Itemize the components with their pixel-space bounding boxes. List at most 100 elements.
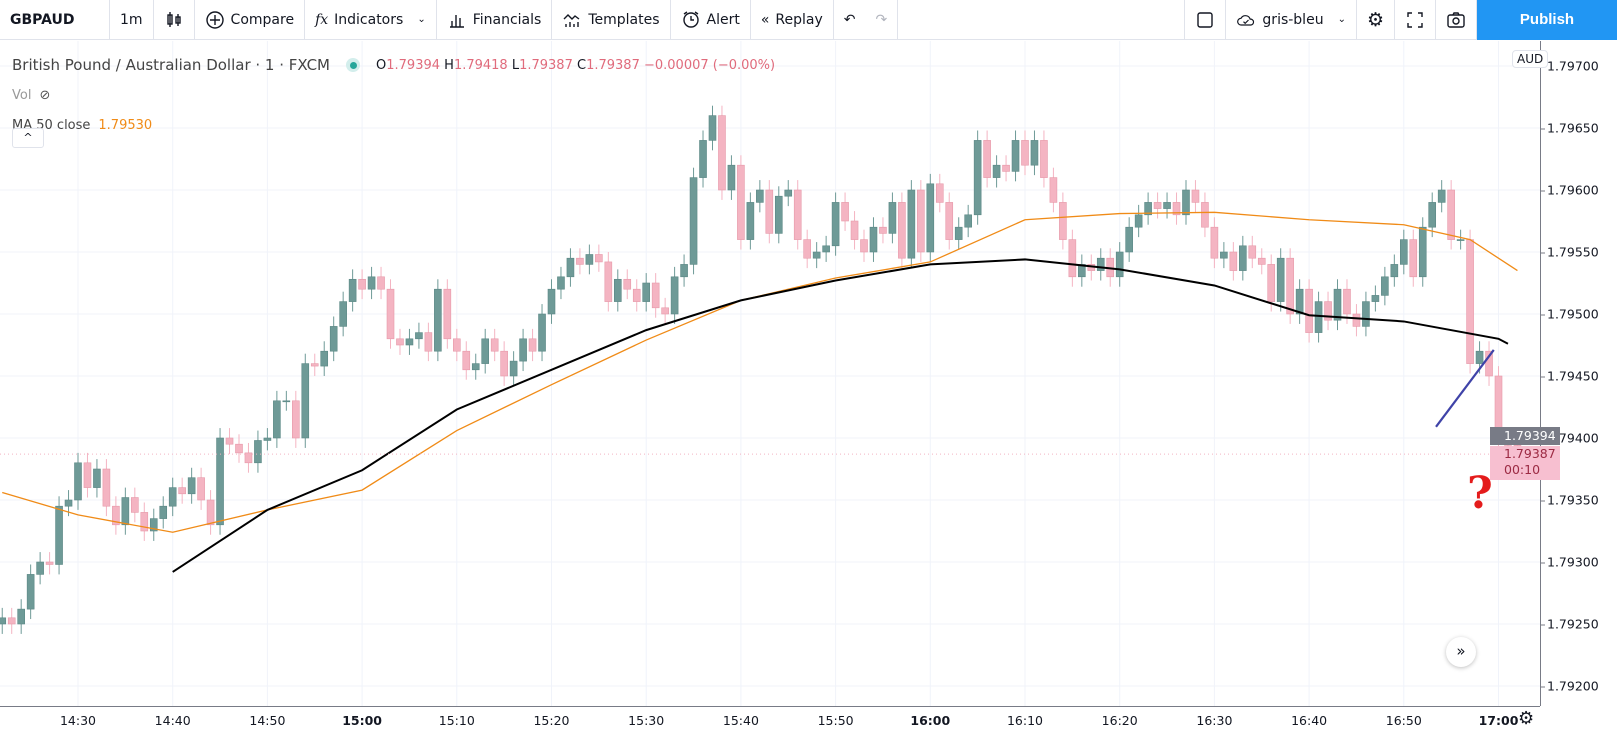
redo-button[interactable]: ↷ (866, 0, 899, 40)
candle (36, 552, 44, 585)
candle (1134, 204, 1143, 238)
symbol-search-button[interactable]: GBPAUD (0, 0, 110, 40)
layout-button[interactable]: gris-bleu ⌄ (1226, 0, 1357, 40)
candle-body (945, 202, 954, 240)
interval-button[interactable]: 1m (110, 0, 154, 40)
price-axis[interactable]: 1.79700 1.79650 1.79600 1.79550 1.79500 1.794… (1540, 41, 1617, 706)
candle (841, 192, 849, 231)
candle-body (131, 497, 139, 513)
candle-body (244, 452, 253, 464)
candle (1324, 291, 1332, 331)
candle-body (1163, 202, 1171, 209)
candle (292, 390, 300, 448)
candle-body (1153, 202, 1162, 209)
undo-button[interactable]: ↶ (843, 11, 856, 28)
scroll-to-realtime-button[interactable]: » (1446, 637, 1476, 667)
candle (566, 248, 575, 287)
candle-body (604, 261, 613, 302)
price-chart[interactable] (0, 41, 1540, 706)
candle (547, 279, 556, 324)
candle-body (1125, 226, 1133, 253)
candle (358, 269, 366, 300)
candle (576, 248, 584, 275)
candle (424, 322, 433, 362)
candle (1115, 242, 1124, 287)
candle-body (140, 512, 149, 532)
candle-body (55, 505, 63, 565)
candle-body (93, 468, 101, 488)
candle-body (1390, 264, 1399, 278)
candle (869, 217, 878, 262)
time-tick-label: 14:30 (59, 713, 97, 728)
currency-badge[interactable]: AUD (1512, 50, 1549, 68)
candle (301, 353, 310, 448)
candle (500, 341, 508, 386)
candle (888, 192, 897, 244)
candle-body (1447, 189, 1455, 240)
candle-body (1182, 189, 1190, 216)
candle-body (784, 189, 793, 197)
candle (1305, 279, 1313, 343)
candle (822, 235, 830, 262)
candle (1125, 217, 1133, 262)
time-tick-label: 15:30 (628, 713, 665, 728)
countdown: 00:10 (1504, 462, 1541, 477)
financials-button[interactable]: Financials (437, 0, 553, 40)
chart-type-button[interactable] (154, 0, 195, 40)
publish-button[interactable]: Publish (1477, 0, 1617, 40)
candle (538, 304, 546, 362)
candle-body (159, 505, 168, 519)
time-tick-label: 16:00 (910, 713, 951, 728)
candle (793, 180, 802, 250)
eye-crossed-icon[interactable]: ⊘ (39, 87, 51, 103)
candle (1257, 248, 1266, 275)
alert-button[interactable]: Alert (671, 0, 751, 40)
gear-icon: ⚙ (1366, 8, 1384, 31)
candle-body (386, 288, 395, 340)
replay-button[interactable]: « Replay (751, 0, 834, 40)
collapse-legend-button[interactable]: ^ (12, 128, 44, 148)
chevron-down-icon[interactable]: ⌄ (417, 14, 426, 25)
candle-body (64, 499, 73, 507)
compare-button[interactable]: Compare (195, 0, 306, 40)
candle-body (292, 400, 300, 439)
settings-button[interactable]: ⚙ (1357, 0, 1395, 40)
ma-value: 1.79530 (98, 117, 153, 133)
last-price-tag: 1.79394 (1490, 427, 1560, 445)
price-tick-label: 1.79650 (1541, 120, 1599, 136)
candle (462, 341, 471, 380)
indicators-label: Indicators (334, 11, 404, 28)
candle-body (1409, 239, 1418, 278)
candle (1267, 254, 1276, 312)
candle-body (206, 499, 215, 526)
candle-body (1021, 140, 1029, 166)
candle-body (45, 561, 54, 565)
candle (1466, 229, 1474, 374)
fullscreen-icon (1407, 11, 1423, 28)
candle-body (112, 505, 120, 526)
candle (1447, 180, 1455, 250)
fullscreen-button[interactable] (1395, 0, 1436, 40)
indicators-button[interactable]: fx Indicators ⌄ (305, 0, 437, 40)
select-button[interactable] (1184, 0, 1227, 40)
candle (471, 353, 480, 380)
time-tick-label: 16:50 (1385, 713, 1422, 728)
candle-body (954, 226, 963, 240)
candle (112, 496, 120, 535)
candle (1418, 217, 1427, 287)
time-axis[interactable]: 14:30 14:40 14:50 15:00 15:10 15:20 15:30 15:40… (0, 706, 1540, 736)
candle-body (1210, 226, 1219, 259)
candle-body (348, 278, 357, 302)
candle (197, 467, 205, 510)
candle-body (964, 214, 972, 228)
chevron-down-icon[interactable]: ⌄ (1337, 14, 1346, 25)
candle (1362, 291, 1370, 337)
snapshot-button[interactable] (1436, 0, 1477, 40)
candle-body (1305, 288, 1313, 333)
templates-button[interactable]: Templates (552, 0, 671, 40)
gear-icon[interactable]: ⚙ (1518, 708, 1535, 729)
candle (1276, 248, 1285, 312)
candle-body (689, 177, 698, 265)
candle (604, 252, 613, 312)
trend-line-drawing[interactable] (1435, 349, 1495, 428)
